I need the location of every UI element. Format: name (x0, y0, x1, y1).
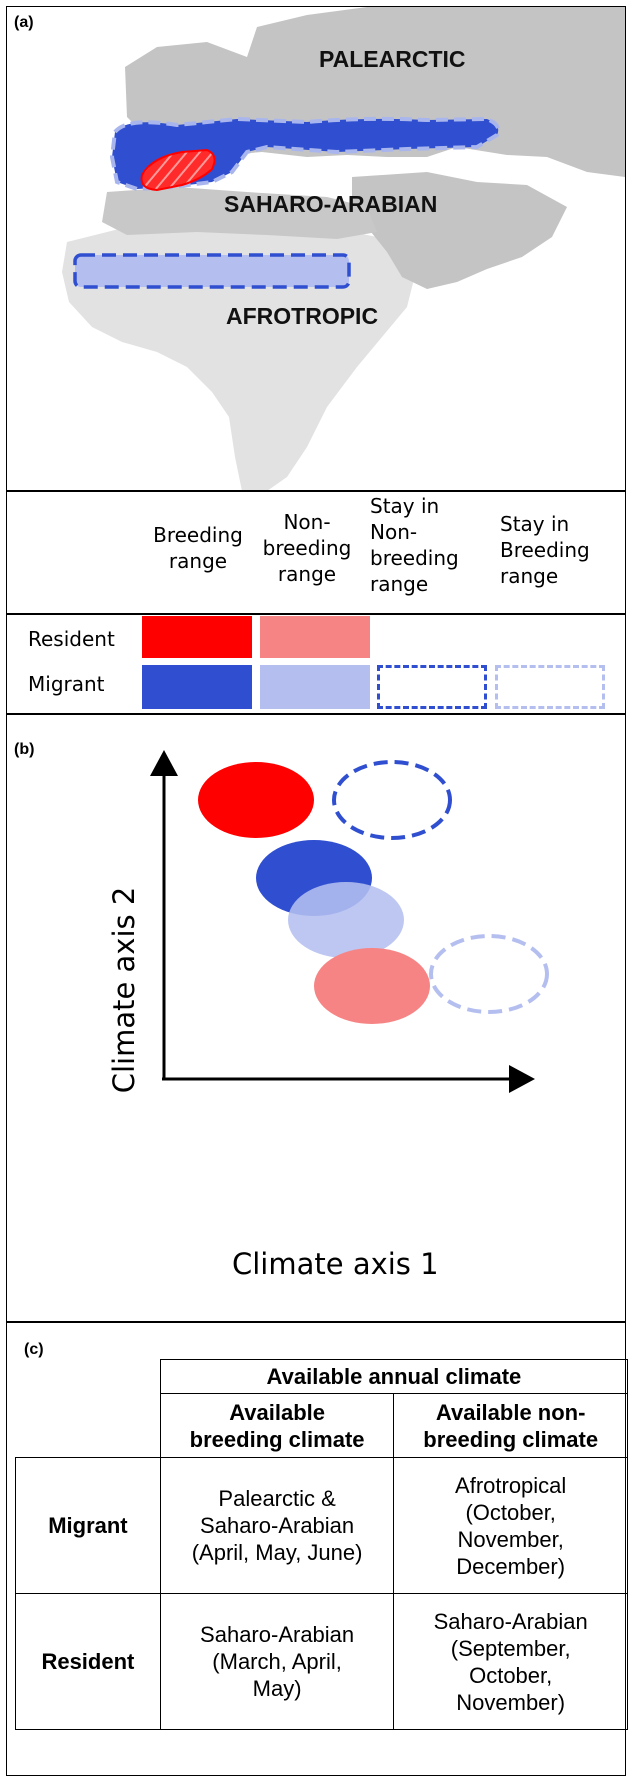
row-label-resident: Resident (15, 1593, 161, 1730)
swatch-migrant-stay-nonbreeding (377, 665, 487, 709)
migrant-nonbreeding-niche (288, 882, 404, 958)
swatch-migrant-stay-breeding (495, 665, 605, 709)
range-map (62, 7, 625, 491)
legend-col-stay-breeding: Stay in Breeding range (500, 512, 590, 588)
header-breeding-climate: Available breeding climate (159, 1393, 395, 1458)
x-axis-label: Climate axis 1 (232, 1247, 439, 1281)
resident-range (140, 148, 216, 192)
resident-nonbreeding-cell: Saharo-Arabian (September, October, Nove… (393, 1593, 628, 1730)
arabia-landmass (352, 172, 567, 289)
swatch-migrant-nonbreeding (260, 665, 370, 709)
swatch-migrant-breeding (142, 665, 252, 709)
legend-frame (6, 490, 626, 715)
panel-a-label: (a) (14, 14, 34, 31)
y-axis-arrow (150, 750, 178, 776)
panel-b-frame (6, 713, 626, 1323)
swatch-resident-nonbreeding (260, 616, 370, 658)
resident-breeding-cell: Saharo-Arabian (March, April, May) (159, 1593, 395, 1730)
migrant-breeding-cell: Palearctic & Saharo-Arabian (April, May,… (159, 1457, 395, 1594)
legend-row-migrant: Migrant (28, 672, 105, 696)
climate-table: Available annual climate Available breed… (15, 1359, 629, 1730)
resident-nonbreeding-niche (314, 948, 430, 1024)
table-row: Resident Saharo-Arabian (March, April, M… (15, 1593, 628, 1730)
panel-c-label: (c) (24, 1341, 44, 1358)
table-row: Migrant Palearctic & Saharo-Arabian (Apr… (15, 1457, 628, 1594)
sahara-band (102, 187, 377, 239)
panel-a-frame (6, 6, 626, 492)
region-label-afrotropic: AFROTROPIC (226, 303, 379, 329)
resident-breeding-niche (198, 762, 314, 838)
x-axis-arrow (509, 1065, 535, 1093)
migrant-stay-nonbreeding-niche (332, 760, 452, 840)
legend-col-stay-nonbreeding: Stay in Non- breeding range (370, 494, 459, 596)
row-label-migrant: Migrant (15, 1457, 161, 1594)
migrant-nonbreeding-range (73, 253, 351, 289)
swatch-resident-breeding (142, 616, 252, 658)
region-label-palearctic: PALEARCTIC (319, 46, 466, 72)
climate-space-diagram (150, 750, 549, 1093)
legend-col-nonbreeding: Non- breeding range (262, 510, 352, 586)
legend-col-breeding: Breeding range (153, 523, 243, 573)
region-label-saharo-arabian: SAHARO-ARABIAN (224, 191, 438, 217)
header-annual-climate: Available annual climate (159, 1359, 629, 1394)
migrant-nonbreeding-cell: Afrotropical (October, November, Decembe… (393, 1457, 628, 1594)
header-nonbreeding-climate: Available non- breeding climate (393, 1393, 628, 1458)
legend-divider (6, 613, 626, 615)
panel-b-label: (b) (14, 741, 35, 758)
y-axis-label: Climate axis 2 (107, 886, 141, 1094)
migrant-stay-breeding-niche (429, 934, 549, 1014)
africa-landmass (62, 222, 417, 491)
legend-row-resident: Resident (28, 627, 115, 651)
